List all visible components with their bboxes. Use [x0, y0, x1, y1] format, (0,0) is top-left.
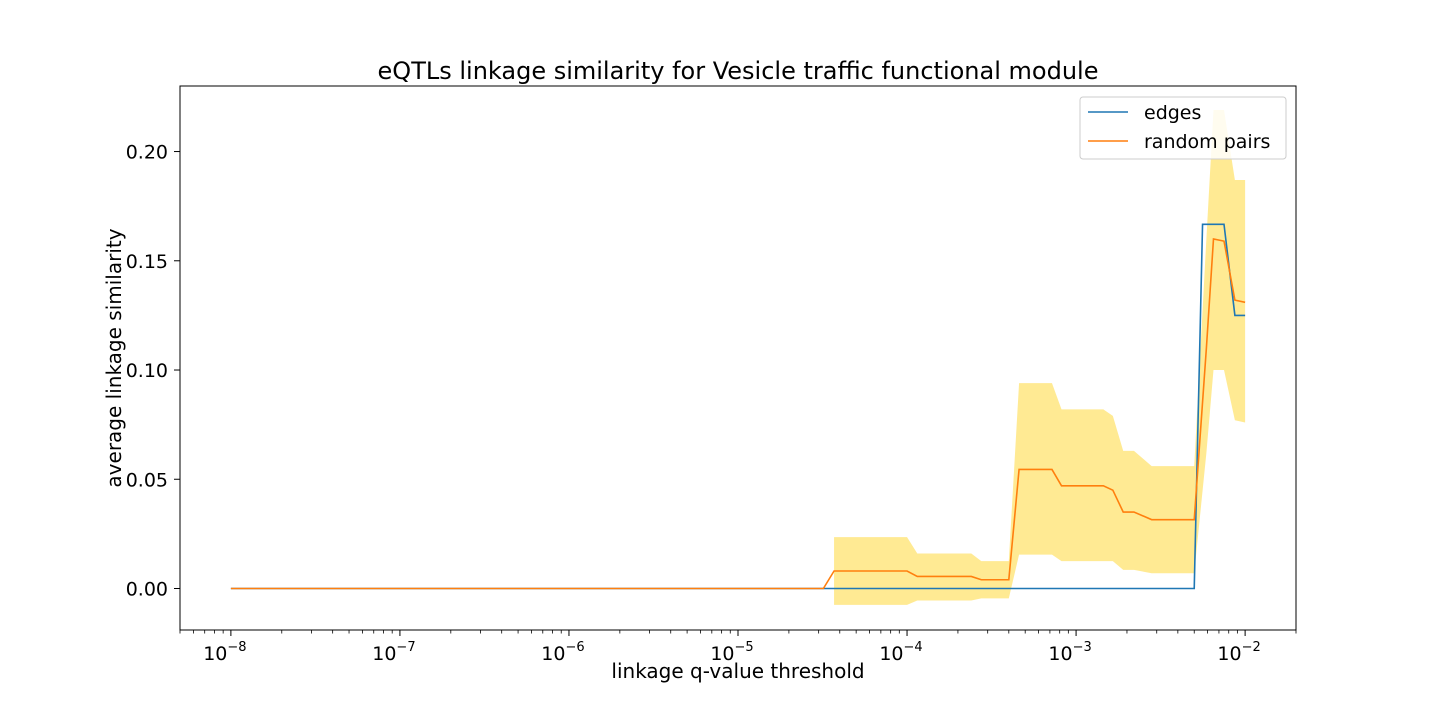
- x-tick-label-2: 10−6: [541, 640, 584, 665]
- x-tick-label-6: 10−2: [1217, 640, 1260, 665]
- legend-label-random-pairs: random pairs: [1144, 131, 1270, 153]
- x-tick-label-0: 10−8: [203, 640, 246, 665]
- y-tick-label-4: 0.20: [126, 142, 168, 164]
- confidence-band: [834, 110, 1246, 605]
- legend-label-edges: edges: [1144, 102, 1201, 124]
- y-tick-label-2: 0.10: [126, 360, 168, 382]
- legend: edges random pairs: [1079, 96, 1287, 160]
- y-tick-label-1: 0.05: [126, 469, 168, 491]
- x-tick-label-4: 10−4: [879, 640, 922, 665]
- y-tick-label-0: 0.00: [126, 578, 168, 600]
- y-tick-label-3: 0.15: [126, 251, 168, 273]
- x-tick-label-1: 10−7: [372, 640, 415, 665]
- x-tick-label-5: 10−3: [1048, 640, 1091, 665]
- legend-box: [1079, 96, 1287, 160]
- x-axis-label: linkage q-value threshold: [611, 659, 864, 683]
- series-line-random-pairs: [230, 237, 1246, 590]
- x-tick-label-3: 10−5: [710, 640, 753, 665]
- chart-title: eQTLs linkage similarity for Vesicle tra…: [378, 57, 1099, 85]
- series-line-edges: [230, 223, 1246, 590]
- y-axis-label: average linkage similarity: [102, 228, 126, 487]
- plot-area: 10−8 10−7 10−6 10−5 10−4 10−3 10−2 0.00 0.05 0.10…: [126, 85, 1297, 665]
